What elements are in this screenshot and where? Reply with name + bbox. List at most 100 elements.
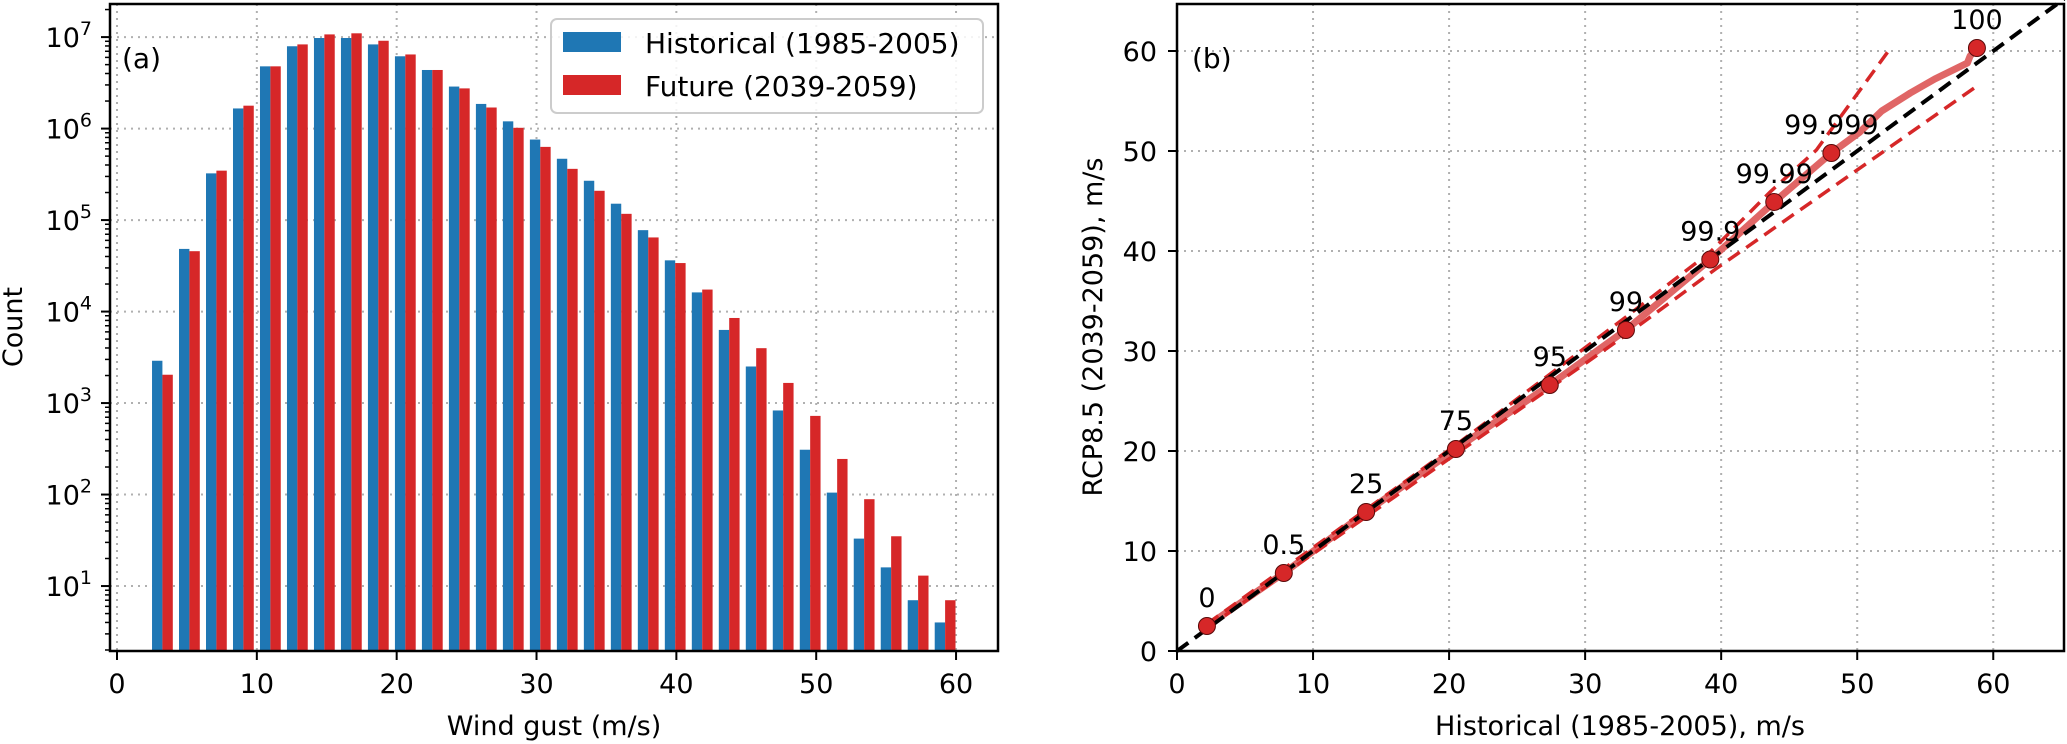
histogram-panel: 0 10 20 30 40 50 60 101 102 103 104 105 106 107 (a) W… [0,2,1000,742]
x-tick-label: 40 [659,669,693,700]
legend-label-future: Future (2039-2059) [645,70,918,103]
percentile-point [1822,144,1841,162]
bar-future [540,146,551,651]
x-tick-label: 20 [379,669,413,700]
panel-tag-a: (a) [122,42,161,75]
bar-historical [907,600,919,651]
legend: Historical (1985-2005) Future (2039-2059… [550,18,984,114]
y-tick-label: 0 [1140,637,1157,668]
percentile-point [1446,440,1465,458]
bar-future [648,237,659,652]
bar-future [216,170,227,651]
bar-future [378,40,389,651]
bar-historical [286,46,298,651]
axes-frame [1175,2,2066,653]
bar-historical [152,360,163,651]
bar-future [513,127,524,652]
percentile-point [1357,503,1376,521]
percentile-points: 0 0.5 25 75 95 99 99.9 99.99 99.999 100 [1197,5,2003,635]
bar-historical [664,260,676,651]
percentile-point [1197,617,1216,635]
bar-historical [934,622,946,651]
bar-future [189,251,200,651]
percentile-label: 99 [1609,287,1643,318]
bar-historical [745,366,757,651]
y-tick-label: 50 [1123,137,1157,168]
bar-historical [394,56,406,651]
panel-tag-b: (b) [1192,42,1232,75]
legend-label-historical: Historical (1985-2005) [645,27,960,60]
bar-future [756,348,767,651]
bar-historical [502,121,514,651]
bar-historical [421,69,433,652]
axis-ticks: 0 10 20 30 40 50 60 101 102 103 104 105 106 107 [46,8,973,700]
bar-historical [853,538,865,651]
bar-future [351,33,362,651]
grid-lines [1177,4,2064,651]
x-tick-label: 10 [240,669,274,700]
axes-frame [108,2,1000,653]
bar-historical [367,44,379,651]
x-axis-label: Wind gust (m/s) [447,711,661,742]
bar-historical [637,230,649,652]
bar-future [864,499,875,651]
bars [152,33,956,652]
bar-future [594,190,605,651]
x-tick-label: 20 [1432,669,1466,700]
bar-future [324,34,335,651]
x-tick-label: 30 [1568,669,1602,700]
bar-future [162,374,173,651]
bar-historical [583,180,595,651]
y-tick-label: 103 [46,384,92,420]
y-tick-label: 105 [46,201,92,237]
legend-swatch-future [563,75,621,95]
percentile-point [1701,250,1720,269]
x-tick-label: 0 [1168,669,1185,700]
bar-future [432,69,443,652]
bar-future [945,600,956,651]
lower-bound-dashed-line [1205,85,1977,630]
x-tick-label: 50 [799,669,833,700]
percentile-point [1540,376,1559,394]
y-tick-label: 101 [46,567,92,603]
bar-historical [313,38,325,651]
x-axis-label: Historical (1985-2005), m/s [1435,711,1805,742]
bar-future [270,66,281,652]
bar-historical [340,38,352,651]
bar-historical [826,492,838,651]
bar-historical [475,103,487,651]
bar-historical [179,248,190,652]
bar-historical [206,173,217,651]
percentile-point [1274,564,1293,582]
percentile-label: 99.999 [1784,110,1878,141]
y-tick-label: 102 [46,476,92,512]
y-tick-label: 107 [46,18,92,54]
bar-future [918,575,929,651]
bar-historical [799,449,811,651]
percentile-label: 25 [1349,469,1383,500]
x-tick-label: 40 [1704,669,1738,700]
bar-future [837,458,848,651]
bar-future [621,213,632,651]
bar-future [891,536,902,651]
bar-historical [556,158,568,651]
bar-historical [718,329,730,651]
y-tick-label: 106 [46,110,92,146]
y-tick-label: 60 [1123,37,1157,68]
x-tick-label: 50 [1840,669,1874,700]
x-tick-label: 0 [108,669,125,700]
y-axis-label: Count [0,287,29,367]
percentile-point [1765,193,1784,211]
percentile-point [1616,321,1635,339]
bar-future [297,44,308,651]
legend-box [550,18,984,114]
bar-future [486,107,497,651]
bar-historical [259,66,271,652]
axis-ticks: 0 10 20 30 40 50 60 0 10 20 30 40 50 60 [1123,37,2011,700]
percentile-label: 0 [1198,583,1215,614]
percentile-point [1967,39,1986,57]
bar-future [783,382,794,651]
y-tick-label: 104 [46,293,92,329]
bar-future [567,168,578,651]
